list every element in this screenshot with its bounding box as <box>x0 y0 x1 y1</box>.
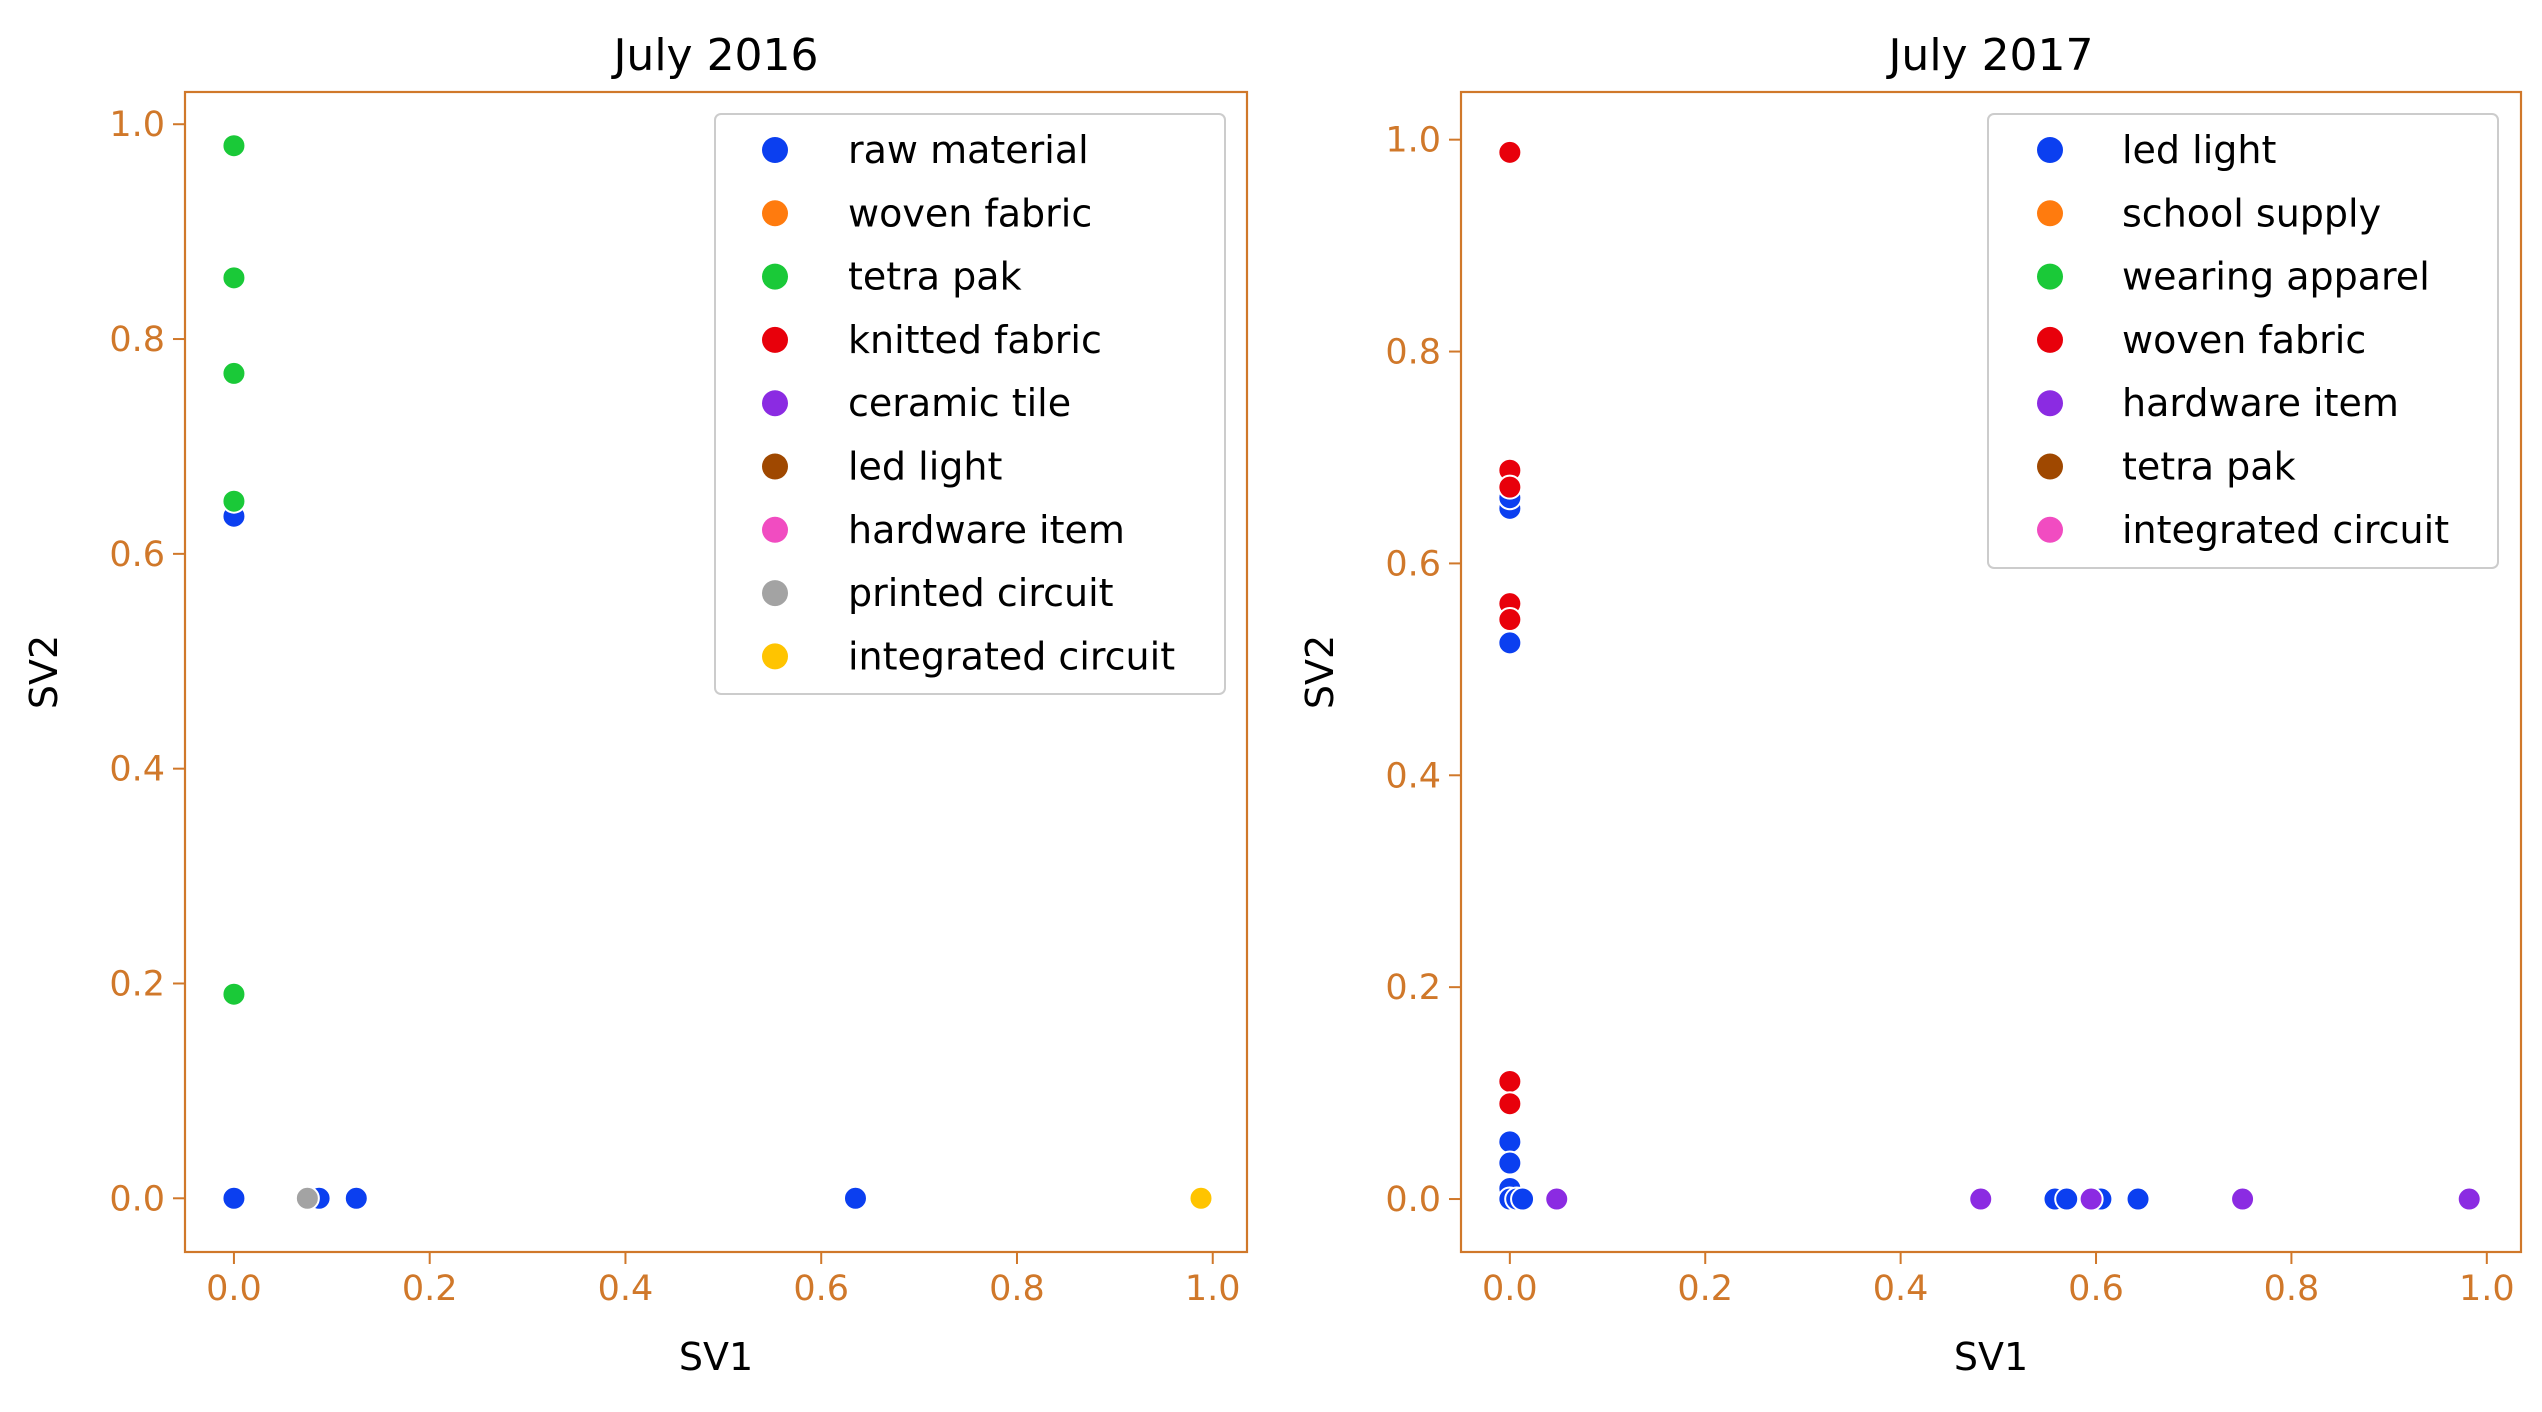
legend-marker <box>2037 326 2063 353</box>
data-point-woven-fabric <box>1497 1068 1523 1094</box>
legend-marker <box>762 263 788 290</box>
legend-label: woven fabric <box>2122 318 2366 362</box>
data-point-hardware-item <box>2456 1186 2482 1212</box>
x-tick-label: 0.4 <box>1873 1269 1929 1309</box>
y-tick-label: 0.2 <box>1385 968 1441 1008</box>
x-tick-label: 0.8 <box>2264 1269 2320 1309</box>
x-tick-label: 0.6 <box>2068 1269 2124 1309</box>
y-tick-label: 0.0 <box>1385 1180 1441 1220</box>
x-tick-label: 0.4 <box>598 1269 654 1309</box>
data-point-led-light <box>1497 630 1523 656</box>
data-point-woven-fabric <box>1497 607 1523 633</box>
x-tick-label: 0.8 <box>989 1269 1045 1309</box>
data-point-led-light <box>1497 1129 1523 1155</box>
x-tick-label: 0.2 <box>402 1269 458 1309</box>
y-tick-label: 0.4 <box>1385 756 1441 796</box>
legend-marker <box>762 453 788 480</box>
x-tick-label: 1.0 <box>2459 1269 2515 1309</box>
legend-marker <box>2037 137 2063 163</box>
legend-marker <box>762 326 788 353</box>
data-point-tetra-pak <box>221 265 247 291</box>
legend-label: tetra pak <box>848 255 1022 299</box>
data-point-hardware-item <box>2078 1186 2104 1212</box>
legend-label: led light <box>2122 128 2276 172</box>
y-axis-label: SV2 <box>1298 635 1342 709</box>
legend-marker <box>762 516 788 543</box>
y-tick-label: 1.0 <box>1385 121 1441 161</box>
chart-panel-2: July 2017 0.0 0.2 0.4 0.6 0.8 1.0 0.0 0.2 0.4 0.6 0… <box>1298 30 2523 1379</box>
data-point-led-light <box>2054 1186 2080 1212</box>
legend-box <box>1987 113 2499 569</box>
chart-title: July 2016 <box>610 30 818 81</box>
data-point-raw-material <box>842 1185 868 1211</box>
legend-label: integrated circuit <box>2122 508 2449 552</box>
data-point-tetra-pak <box>221 133 247 159</box>
data-point-tetra-pak <box>221 981 247 1007</box>
legend-label: school supply <box>2122 191 2381 235</box>
x-axis-label: SV1 <box>679 1335 753 1379</box>
x-tick-label: 0.0 <box>1482 1269 1538 1309</box>
data-point-woven-fabric <box>1497 474 1523 500</box>
legend-marker <box>2037 263 2063 290</box>
legend-label: printed circuit <box>848 571 1114 615</box>
x-axis-label: SV1 <box>1954 1335 2028 1379</box>
data-point-integrated-circuit <box>1188 1185 1214 1211</box>
chart-panel-1: July 2016 0.0 0.2 0.4 0.6 0.8 1.0 0.0 0.2 0.4 0.6 0… <box>22 30 1249 1379</box>
plot-frame <box>1459 90 2523 1254</box>
y-tick-label: 1.0 <box>109 105 165 145</box>
legend-marker <box>762 580 788 607</box>
data-point-hardware-item <box>2230 1186 2256 1212</box>
legend-marker <box>2037 390 2063 417</box>
legend-marker <box>2037 453 2063 480</box>
y-tick-label: 0.0 <box>109 1179 165 1219</box>
data-point-led-light <box>2125 1186 2151 1212</box>
y-tick-label: 0.2 <box>109 964 165 1004</box>
legend-label: tetra pak <box>2122 445 2296 489</box>
legend-marker <box>762 137 788 163</box>
data-point-hardware-item <box>1968 1186 1994 1212</box>
legend-label: hardware item <box>848 508 1125 552</box>
data-point-printed-circuit <box>294 1185 320 1211</box>
y-tick-label: 0.6 <box>109 535 165 575</box>
legend-label: hardware item <box>2122 381 2399 425</box>
data-point-led-light <box>1510 1186 1536 1212</box>
y-tick-label: 0.6 <box>1385 544 1441 584</box>
x-tick-label: 0.0 <box>206 1269 262 1309</box>
legend-label: integrated circuit <box>848 634 1175 678</box>
plot-frame <box>183 90 1249 1254</box>
data-point-tetra-pak <box>221 360 247 386</box>
legend-marker <box>2037 516 2063 543</box>
legend-label: woven fabric <box>848 191 1092 235</box>
data-point-led-light <box>1497 1150 1523 1176</box>
legend-label: ceramic tile <box>848 381 1071 425</box>
data-point-raw-material <box>343 1185 369 1211</box>
legend-marker <box>2037 200 2063 227</box>
legend-label: wearing apparel <box>2122 255 2430 299</box>
data-point-woven-fabric <box>1497 1091 1523 1117</box>
legend-marker <box>762 390 788 417</box>
chart-title: July 2017 <box>1885 30 2093 81</box>
y-tick-label: 0.8 <box>1385 333 1441 373</box>
legend-label: knitted fabric <box>848 318 1102 362</box>
y-axis-label: SV2 <box>22 635 66 709</box>
legend-label: led light <box>848 445 1002 489</box>
data-point-tetra-pak <box>221 488 247 514</box>
x-tick-label: 0.2 <box>1677 1269 1733 1309</box>
legend-label: raw material <box>848 128 1089 172</box>
legend-marker <box>762 643 788 670</box>
data-point-raw-material <box>221 1185 247 1211</box>
x-tick-label: 0.6 <box>793 1269 849 1309</box>
y-tick-label: 0.8 <box>109 320 165 360</box>
legend-marker <box>762 200 788 227</box>
data-point-woven-fabric <box>1497 139 1523 165</box>
data-point-hardware-item <box>1544 1186 1570 1212</box>
legend-box <box>714 113 1226 695</box>
y-tick-label: 0.4 <box>109 750 165 790</box>
x-tick-label: 1.0 <box>1185 1269 1241 1309</box>
